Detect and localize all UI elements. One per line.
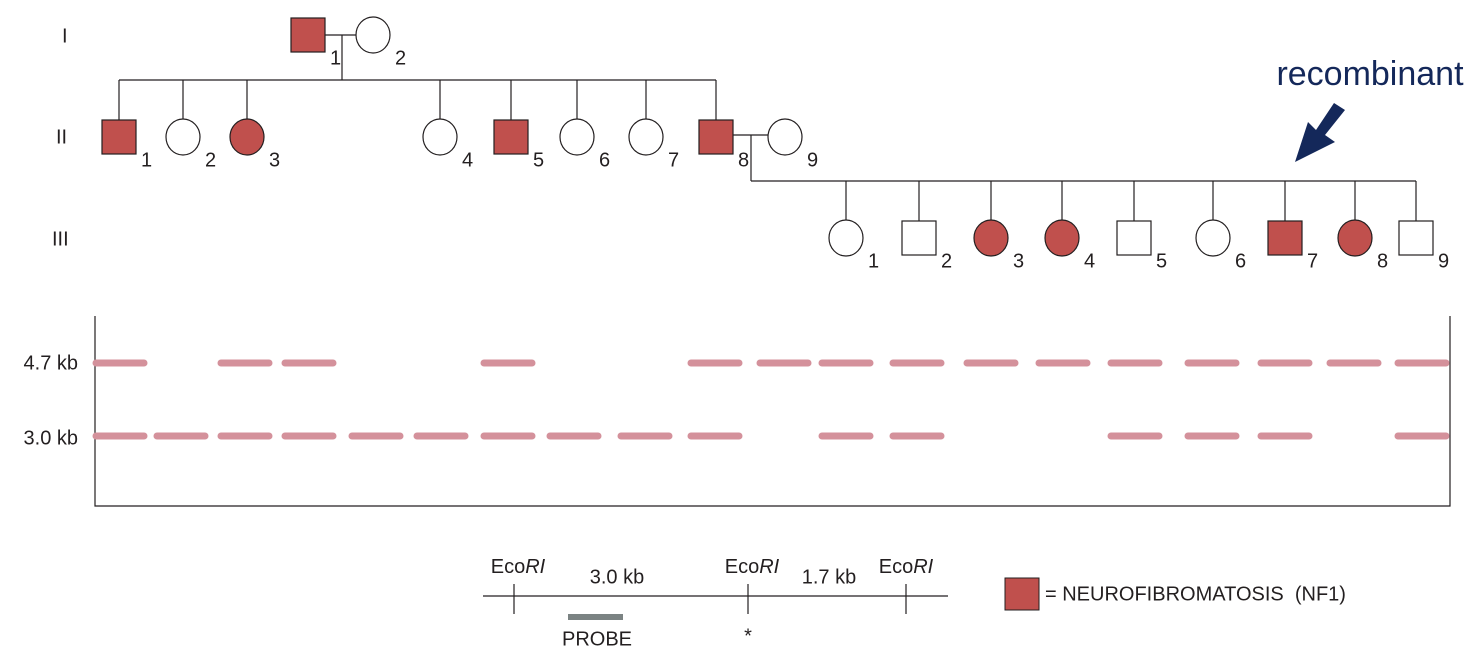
- female-symbol: [1045, 220, 1079, 256]
- site-label: EcoRI: [491, 556, 546, 578]
- female-symbol: [974, 220, 1008, 256]
- restriction-map: [483, 584, 948, 614]
- individual-label: 5: [533, 149, 544, 171]
- individual-label: 2: [205, 149, 216, 171]
- recombinant-label: recombinant: [1276, 55, 1464, 93]
- individual-label: 8: [1377, 250, 1388, 272]
- individual-label: 4: [1084, 250, 1095, 272]
- female-symbol: [768, 119, 802, 155]
- male-symbol: [1117, 221, 1151, 255]
- probe-label: PROBE: [562, 628, 632, 650]
- site-italic: RI: [913, 556, 933, 578]
- individual-label: 2: [941, 250, 952, 272]
- site-italic: RI: [759, 556, 779, 578]
- size-label: 3.0 kb: [24, 427, 78, 449]
- individual-label: 5: [1156, 250, 1167, 272]
- individual-label: 1: [330, 47, 341, 69]
- site-prefix: Eco: [725, 556, 759, 578]
- individual-label: 4: [462, 149, 473, 171]
- female-symbol: [629, 119, 663, 155]
- female-symbol: [1338, 220, 1372, 256]
- male-symbol: [291, 18, 325, 52]
- individual-label: 6: [1235, 250, 1246, 272]
- male-symbol: [1399, 221, 1433, 255]
- male-symbol: [902, 221, 936, 255]
- generation-label: I: [62, 25, 68, 47]
- site-label: EcoRI: [879, 556, 934, 578]
- male-symbol: [102, 120, 136, 154]
- legend-swatch: [1005, 578, 1039, 610]
- individual-label: 7: [668, 149, 679, 171]
- site-mark: *: [744, 625, 752, 647]
- gel: [95, 316, 1450, 506]
- legend-text: = NEUROFIBROMATOSIS (NF1): [1045, 583, 1346, 605]
- individual-label: 3: [269, 149, 280, 171]
- generation-label: III: [52, 228, 69, 250]
- site-prefix: Eco: [491, 556, 525, 578]
- site-italic: RI: [525, 556, 545, 578]
- individual-label: 2: [395, 47, 406, 69]
- individual-label: 6: [599, 149, 610, 171]
- pedigree-lines: [119, 35, 1416, 181]
- individual-label: 7: [1307, 250, 1318, 272]
- female-symbol: [230, 119, 264, 155]
- male-symbol: [494, 120, 528, 154]
- fragment-label: 1.7 kb: [802, 566, 856, 588]
- individual-label: 1: [141, 149, 152, 171]
- individual-label: 9: [1438, 250, 1449, 272]
- female-symbol: [1196, 220, 1230, 256]
- female-symbol: [166, 119, 200, 155]
- female-symbol: [356, 17, 390, 53]
- male-symbol: [1268, 221, 1302, 255]
- individual-label: 9: [807, 149, 818, 171]
- female-symbol: [423, 119, 457, 155]
- female-symbol: [560, 119, 594, 155]
- generation-label: II: [56, 126, 67, 148]
- female-symbol: [829, 220, 863, 256]
- site-label: EcoRI: [725, 556, 780, 578]
- size-label: 4.7 kb: [24, 352, 78, 374]
- male-symbol: [699, 120, 733, 154]
- recombinant-arrow: [1295, 103, 1345, 162]
- individual-label: 1: [868, 250, 879, 272]
- site-prefix: Eco: [879, 556, 913, 578]
- fragment-label: 3.0 kb: [590, 566, 644, 588]
- pedigree-figure: I II III recombinant 4.7 kb 3.0 kb EcoRI…: [0, 0, 1480, 654]
- individual-label: 8: [738, 149, 749, 171]
- individual-label: 3: [1013, 250, 1024, 272]
